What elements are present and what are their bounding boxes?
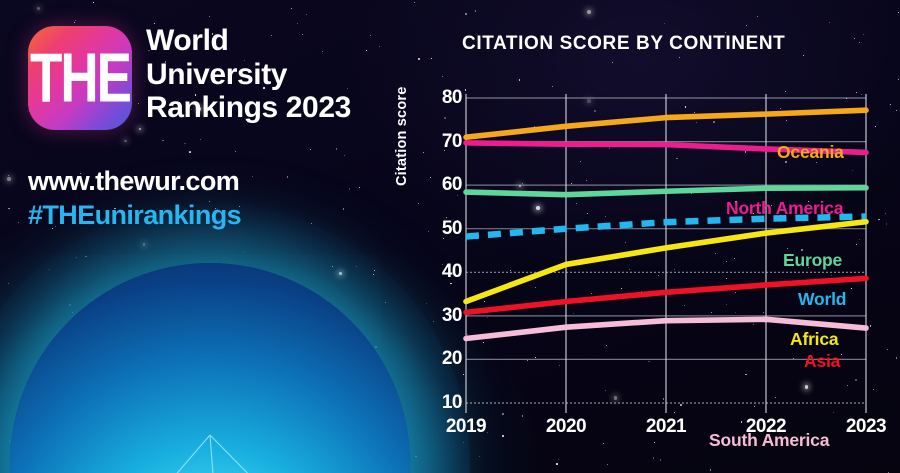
hashtag[interactable]: #THEunirankings [28, 200, 242, 230]
series-label-south-america: South America [709, 430, 830, 450]
series-label-world: World [798, 289, 847, 309]
x-tick: 2020 [545, 416, 587, 437]
y-tick: 80 [441, 87, 463, 108]
x-tick: 2022 [745, 416, 787, 437]
series-lines [463, 94, 869, 413]
logo-text: THE [30, 39, 132, 117]
chart-title: CITATION SCORE BY CONTINENT [462, 33, 786, 54]
series-label-africa: Africa [790, 329, 839, 349]
series-oceania [463, 107, 869, 141]
brand-title-line-2: University [146, 57, 288, 91]
brand-title-line-3: Rankings 2023 [146, 91, 351, 125]
y-tick: 50 [441, 217, 463, 239]
series-label-asia: Asia [804, 351, 841, 371]
y-tick: 40 [441, 261, 463, 283]
series-label-north-america: North America [726, 198, 844, 218]
the-logo: THE [28, 26, 132, 130]
chart-panel: CITATION SCORE BY CONTINENT Citation sco… [392, 0, 900, 473]
series-label-oceania: Oceania [777, 142, 844, 162]
y-tick: 60 [441, 174, 463, 196]
x-tick: 2021 [645, 416, 687, 437]
plot-area: Oceania North America Europe World Africa Asi… [463, 94, 869, 450]
y-tick: 10 [441, 392, 463, 413]
brand-title-line-1: World [146, 24, 229, 57]
x-tick: 2019 [445, 416, 487, 437]
website-url[interactable]: www.thewur.com [28, 166, 240, 196]
y-tick: 70 [441, 130, 463, 152]
x-tick: 2023 [845, 416, 887, 437]
y-tick: 30 [441, 304, 463, 326]
series-africa [463, 218, 869, 305]
brand-title: World University Rankings 2023 [146, 24, 351, 125]
series-world [465, 213, 867, 240]
y-tick: 20 [441, 348, 463, 370]
series-europe [463, 184, 869, 198]
series-north-america [463, 140, 869, 156]
series-south-america [463, 316, 869, 342]
y-axis-ticks: 80 70 60 50 40 30 20 10 [404, 87, 463, 413]
series-label-europe: Europe [783, 250, 843, 270]
series-asia [463, 275, 869, 316]
